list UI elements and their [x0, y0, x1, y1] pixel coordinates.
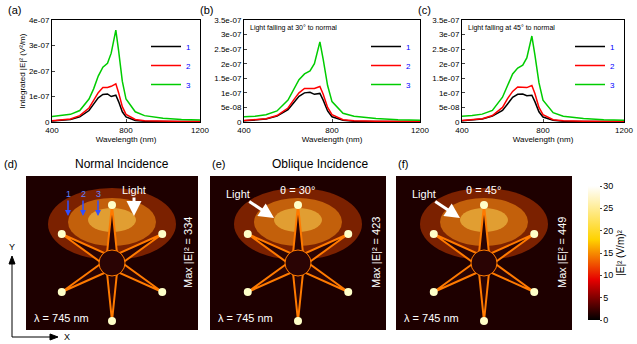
svg-text:400: 400 [237, 126, 251, 135]
svg-text:1e-07: 1e-07 [439, 89, 460, 98]
svg-text:λ = 745 nm: λ = 745 nm [404, 312, 459, 324]
svg-text:3: 3 [186, 81, 191, 90]
svg-text:5e-08: 5e-08 [439, 103, 460, 112]
svg-text:1e-07: 1e-07 [29, 92, 50, 101]
svg-text:2.5e-07: 2.5e-07 [432, 45, 460, 54]
svg-text:400: 400 [45, 126, 59, 135]
svg-text:3.5e-07: 3.5e-07 [214, 16, 242, 25]
svg-text:(c): (c) [418, 4, 431, 16]
svg-text:1.5e-07: 1.5e-07 [214, 74, 242, 83]
svg-text:3.5e-07: 3.5e-07 [432, 16, 460, 25]
svg-text:2e-07: 2e-07 [439, 60, 460, 69]
svg-text:(f): (f) [398, 158, 408, 170]
svg-text:Light: Light [412, 188, 436, 200]
svg-text:(b): (b) [200, 4, 213, 16]
svg-text:10: 10 [603, 270, 613, 280]
svg-text:Light falling at 30° to normal: Light falling at 30° to normal [250, 24, 337, 32]
svg-text:3: 3 [610, 81, 615, 90]
svg-text:1.5e-07: 1.5e-07 [432, 74, 460, 83]
svg-text:800: 800 [119, 126, 133, 135]
svg-text:0: 0 [455, 118, 460, 127]
svg-text:3: 3 [406, 81, 411, 90]
svg-text:2: 2 [81, 189, 86, 199]
svg-text:20: 20 [603, 226, 613, 236]
svg-text:2e-07: 2e-07 [221, 60, 242, 69]
svg-text:4e-07: 4e-07 [29, 16, 50, 25]
svg-text:Light falling at 45° to normal: Light falling at 45° to normal [468, 24, 555, 32]
svg-text:800: 800 [536, 126, 550, 135]
svg-text:Max |E|² = 423: Max |E|² = 423 [370, 217, 382, 288]
svg-text:1: 1 [610, 43, 615, 52]
svg-text:3e-07: 3e-07 [439, 30, 460, 39]
svg-text:Wavelength (nm): Wavelength (nm) [513, 135, 574, 144]
svg-text:1: 1 [406, 43, 411, 52]
svg-text:Normal Incidence: Normal Incidence [75, 157, 169, 171]
svg-text:|E|² (V/m)²: |E|² (V/m)² [615, 229, 626, 275]
svg-text:Max |E|² = 334: Max |E|² = 334 [182, 217, 194, 288]
svg-text:1: 1 [186, 43, 191, 52]
svg-text:1200: 1200 [191, 126, 209, 135]
svg-text:0: 0 [603, 315, 608, 325]
svg-text:λ = 745 nm: λ = 745 nm [218, 312, 273, 324]
svg-text:(d): (d) [4, 158, 17, 170]
svg-text:(a): (a) [8, 4, 21, 16]
svg-text:0: 0 [45, 118, 50, 127]
svg-text:800: 800 [325, 126, 339, 135]
svg-text:1200: 1200 [411, 126, 429, 135]
svg-text:Light: Light [122, 184, 146, 196]
svg-text:2.5e-07: 2.5e-07 [214, 45, 242, 54]
svg-text:θ = 45°: θ = 45° [466, 184, 501, 196]
svg-text:θ = 30°: θ = 30° [280, 184, 315, 196]
svg-text:Oblique Incidence: Oblique Incidence [272, 157, 368, 171]
svg-text:3: 3 [96, 189, 101, 199]
svg-text:5e-08: 5e-08 [221, 103, 242, 112]
svg-text:2: 2 [186, 62, 191, 71]
svg-text:Integrated |E|² (V²/m): Integrated |E|² (V²/m) [18, 33, 27, 108]
svg-text:Wavelength (nm): Wavelength (nm) [302, 135, 363, 144]
svg-text:25: 25 [603, 203, 613, 213]
svg-text:1: 1 [66, 189, 71, 199]
svg-text:400: 400 [455, 126, 469, 135]
svg-text:15: 15 [603, 248, 613, 258]
svg-text:2: 2 [610, 62, 615, 71]
svg-text:2e-07: 2e-07 [29, 67, 50, 76]
svg-text:3e-07: 3e-07 [221, 30, 242, 39]
svg-text:0: 0 [237, 118, 242, 127]
svg-text:Y: Y [9, 242, 15, 252]
svg-text:3e-07: 3e-07 [29, 41, 50, 50]
svg-text:(e): (e) [212, 158, 225, 170]
svg-text:X: X [64, 332, 70, 342]
svg-text:Max |E|² = 449: Max |E|² = 449 [556, 217, 568, 288]
svg-text:1e-07: 1e-07 [221, 89, 242, 98]
svg-text:Wavelength (nm): Wavelength (nm) [96, 135, 157, 144]
svg-text:30: 30 [603, 181, 613, 191]
svg-text:λ = 745 nm: λ = 745 nm [34, 312, 89, 324]
svg-text:2: 2 [406, 62, 411, 71]
svg-text:Light: Light [226, 188, 250, 200]
svg-text:1200: 1200 [615, 126, 633, 135]
svg-text:5: 5 [603, 293, 608, 303]
